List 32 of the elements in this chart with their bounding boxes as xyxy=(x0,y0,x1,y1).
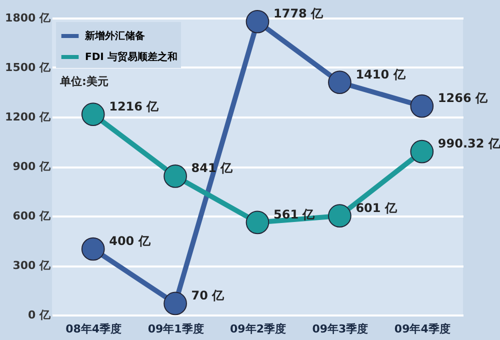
point xyxy=(246,10,270,34)
data-label: 1216 亿 xyxy=(109,99,160,114)
point xyxy=(81,237,105,261)
y-tick-label: 1500 亿 xyxy=(5,61,52,74)
x-tick-label: 09年3季度 xyxy=(312,322,368,336)
data-label: 400 亿 xyxy=(109,234,152,248)
point xyxy=(81,102,105,126)
y-tick-label: 600 亿 xyxy=(12,210,52,222)
y-tick-label: 900 亿 xyxy=(12,160,52,173)
data-label: 1266 亿 xyxy=(438,91,488,106)
y-tick-label: 300 亿 xyxy=(12,259,52,272)
y-tick-label: 0 亿 xyxy=(28,308,52,322)
point xyxy=(410,140,434,164)
data-label: 601 亿 xyxy=(356,200,398,215)
x-tick-label: 09年1季度 xyxy=(148,322,204,336)
y-tick-label: 1800 亿 xyxy=(5,12,52,24)
legend-label: FDI 与贸易顺差之和 xyxy=(85,51,178,63)
data-label: 70 亿 xyxy=(191,288,226,302)
point xyxy=(328,204,352,228)
point xyxy=(164,164,187,188)
y-tick-label: 1200 亿 xyxy=(5,110,52,124)
point xyxy=(328,70,352,94)
point xyxy=(246,210,270,234)
data-label: 1410 亿 xyxy=(356,67,406,82)
point xyxy=(164,292,187,316)
point xyxy=(410,94,434,118)
x-tick-label: 09年4季度 xyxy=(394,322,450,336)
data-label: 1778 亿 xyxy=(274,6,324,21)
annotation: 单位:美元 xyxy=(59,75,108,88)
x-tick-label: 08年4季度 xyxy=(66,322,122,336)
x-tick-label: 09年2季度 xyxy=(230,322,286,336)
legend-label: 新增外汇储备 xyxy=(84,30,146,42)
